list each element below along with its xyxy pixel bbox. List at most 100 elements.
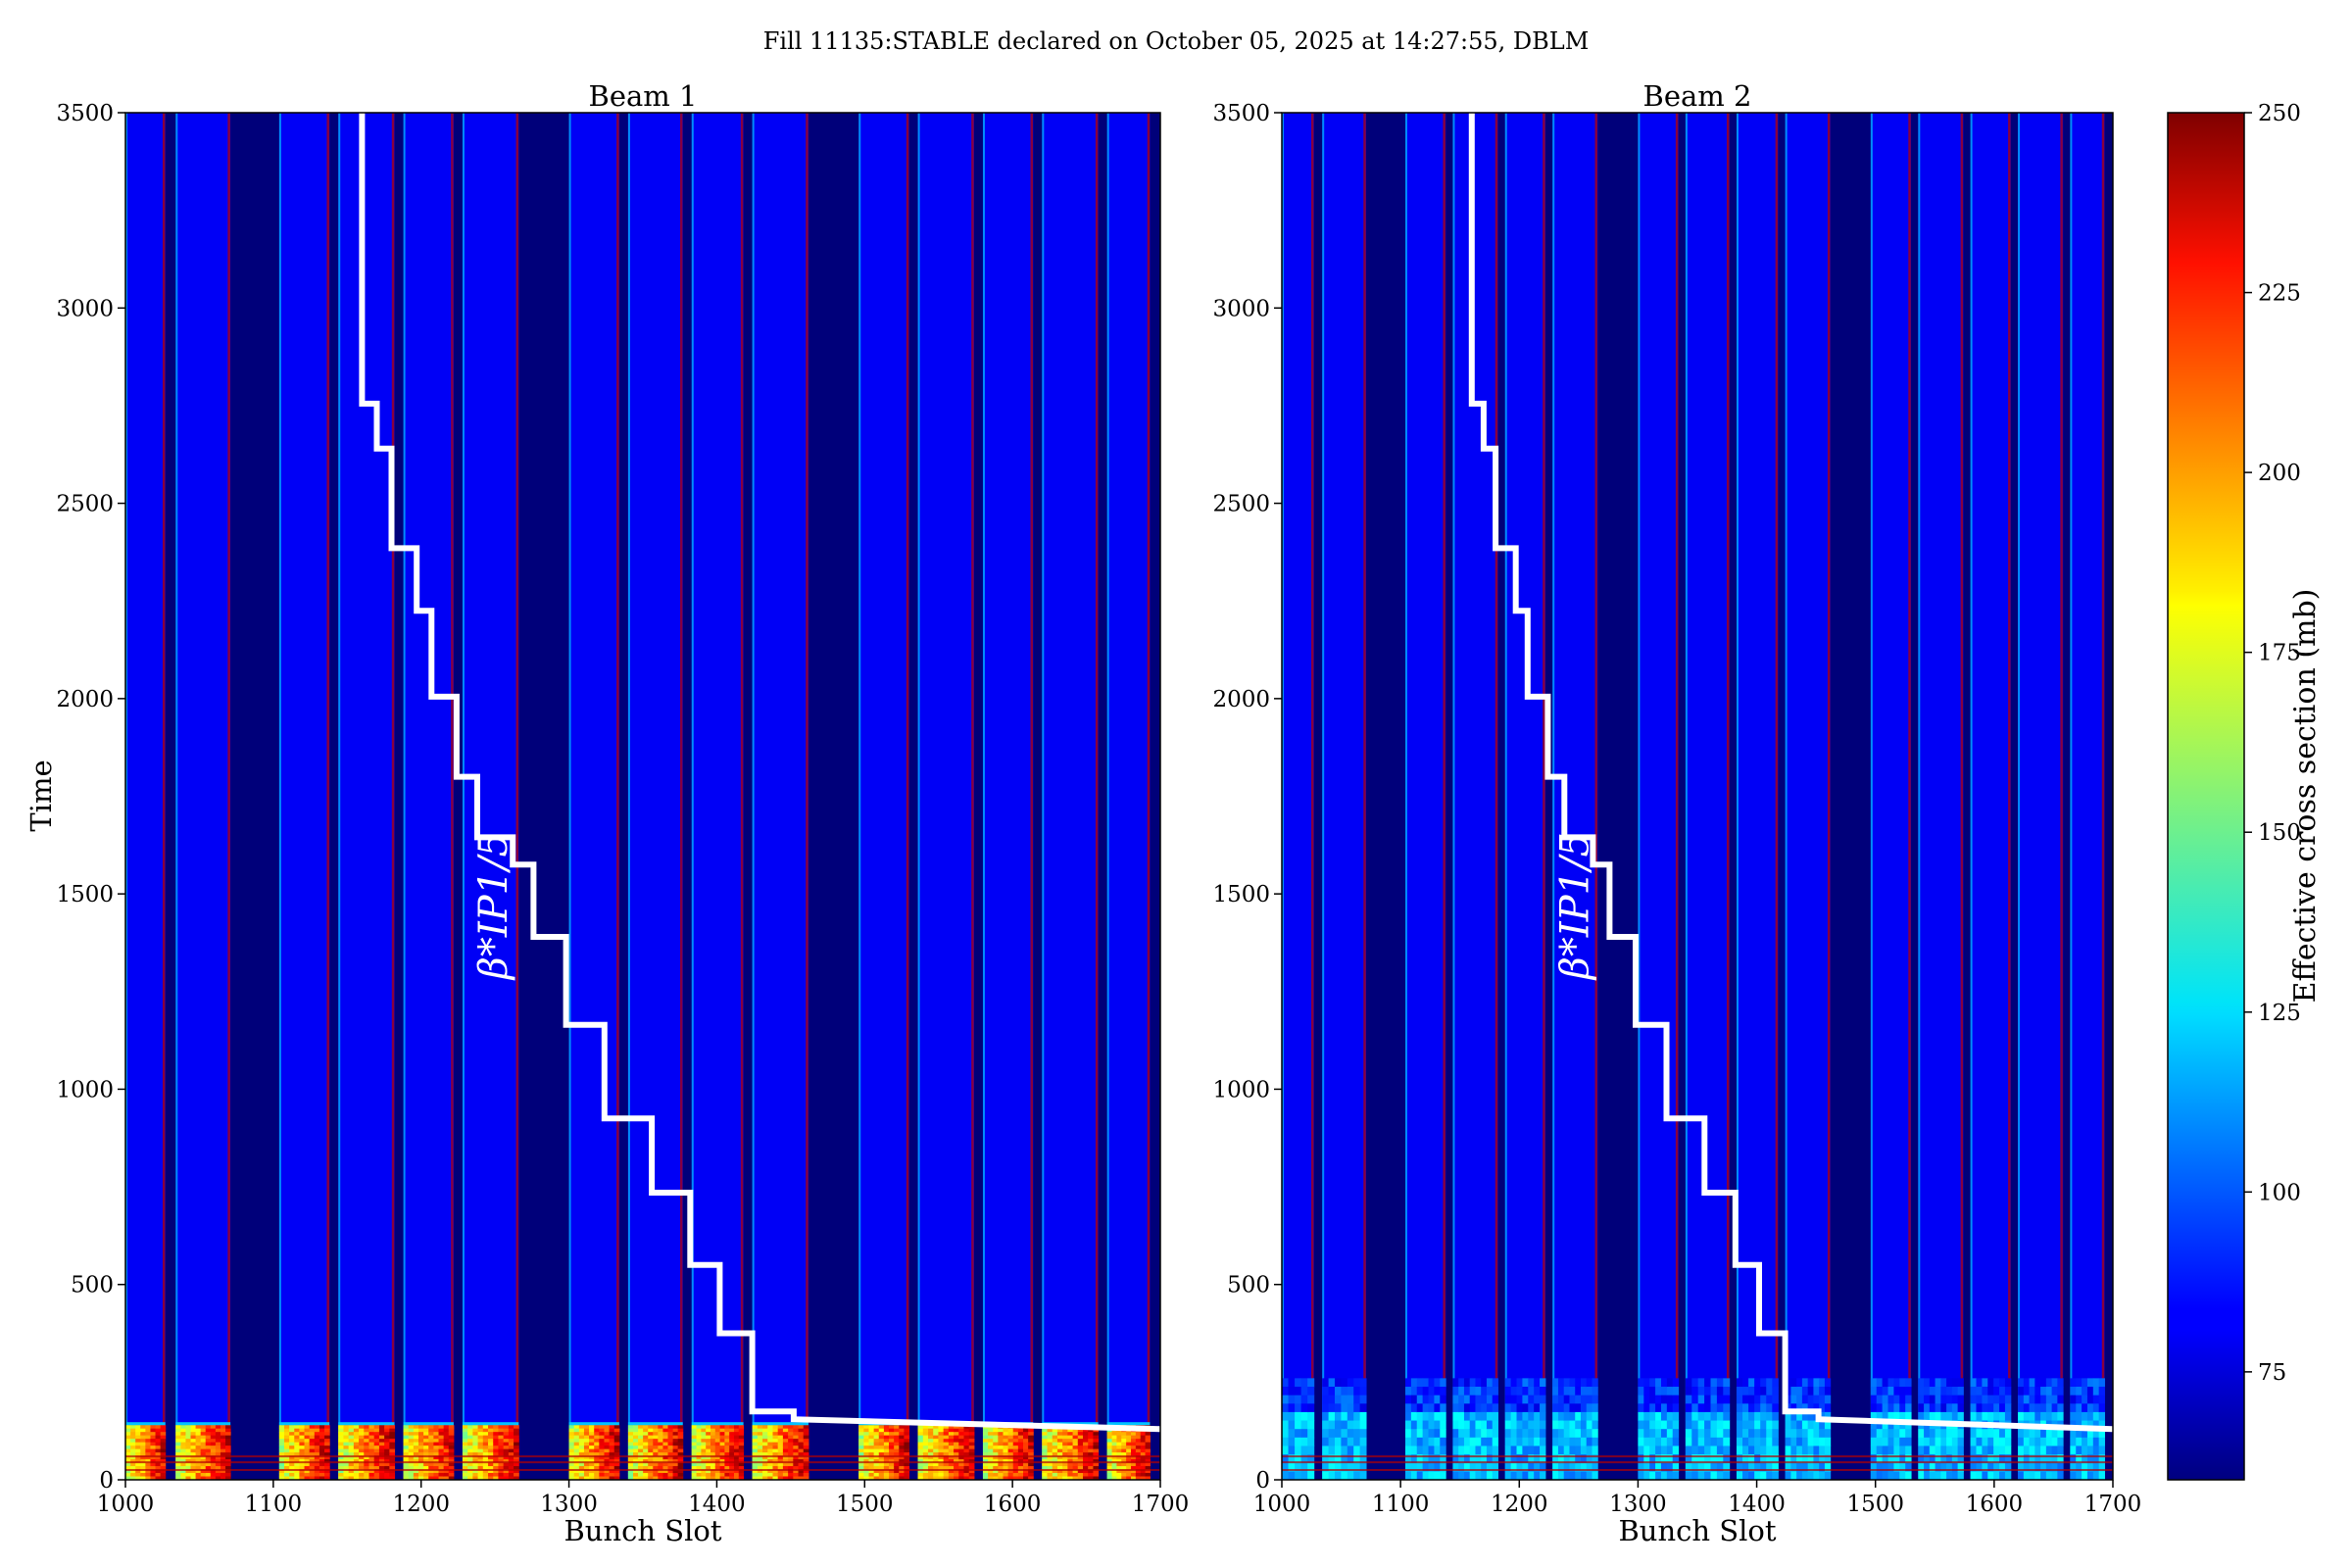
beam-2-early-cell (1918, 1471, 1925, 1480)
beam-1-early-cell (782, 1473, 789, 1478)
beam-2-early-cell (1341, 1437, 1348, 1446)
beam-2-early-cell (1893, 1462, 1900, 1472)
beam-1-early-cell (1012, 1452, 1019, 1457)
beam-1-early-cell (729, 1473, 735, 1478)
beam-2-bunch-train (1785, 113, 1831, 1480)
beam-2-early-cell (1754, 1395, 1761, 1404)
beam-1-early-cell (1116, 1448, 1122, 1453)
beam-1-early-cell (200, 1442, 207, 1446)
beam-1-early-cell (733, 1476, 740, 1480)
beam-2-early-cell (1876, 1454, 1884, 1464)
beam-1-early-cell (1007, 1473, 1014, 1478)
beam-1-early-cell (968, 1462, 975, 1467)
beam-2-early-cell (1300, 1378, 1308, 1388)
beam-1-early-cell (493, 1442, 499, 1446)
beam-1-early-cell (757, 1476, 763, 1480)
beam-2-early-cell (2023, 1437, 2031, 1446)
beam-2-early-cell (1440, 1403, 1446, 1413)
beam-1-early-cell (482, 1432, 489, 1437)
beam-1-early-cell (175, 1435, 181, 1440)
beam-2-early-cell (1540, 1378, 1546, 1388)
beam-1-bunch-train (278, 113, 330, 1480)
beam-1-early-cell (278, 1435, 285, 1440)
beam-1-early-cell (878, 1435, 885, 1440)
beam-1-early-cell (1012, 1446, 1019, 1450)
beam-1-early-cell (294, 1439, 300, 1444)
beam-2-early-cell (1870, 1387, 1878, 1396)
beam-1-early-cell (514, 1448, 519, 1453)
beam-1-early-cell (1052, 1428, 1058, 1433)
beam-2-early-cell (1575, 1454, 1582, 1464)
beam-2-early-cell (1463, 1411, 1471, 1422)
beam-1-early-cell (482, 1439, 489, 1444)
beam-1-early-cell (373, 1452, 380, 1457)
beam-2-early-cell (1580, 1454, 1588, 1464)
beam-1-early-cell (589, 1428, 595, 1433)
beam-1-early-cell (589, 1469, 595, 1474)
beam-2-early-cell (1481, 1395, 1488, 1404)
beam-1-early-cell (384, 1428, 390, 1433)
beam-2-early-cell (1940, 1454, 1947, 1464)
beam-1-early-cell (762, 1473, 768, 1478)
beam-2-early-cell (1288, 1462, 1296, 1472)
beam-2-early-cell (1716, 1437, 1724, 1446)
beam-1-early-cell (1062, 1476, 1068, 1480)
beam-1-early-cell (503, 1439, 510, 1444)
beam-1-early-cell (714, 1448, 721, 1453)
beam-1-early-cell (155, 1425, 162, 1430)
beam-1-early-cell (299, 1462, 306, 1467)
beam-2-early-cell (1813, 1454, 1820, 1464)
beam-2-early-cell (1819, 1403, 1826, 1413)
beam-2-early-cell (1666, 1462, 1674, 1472)
beam-2-early-cell (1341, 1378, 1348, 1388)
beam-1-early-cell (938, 1452, 945, 1457)
beam-1-early-cell (899, 1442, 905, 1446)
beam-1-early-cell (1106, 1466, 1113, 1471)
beam-1-early-cell (658, 1439, 663, 1444)
beam-2-early-cell (1655, 1437, 1662, 1446)
beam-1-early-cell (314, 1462, 320, 1467)
beam-1-early-cell (677, 1466, 684, 1471)
beam-2-early-cell (1322, 1454, 1330, 1464)
beam-1-early-cell (772, 1466, 779, 1471)
beam-1-early-cell (408, 1452, 415, 1457)
beam-1-early-cell (428, 1435, 434, 1440)
beam-1-early-cell (284, 1425, 290, 1430)
beam-1-early-cell (958, 1439, 964, 1444)
beam-1-early-cell (873, 1476, 880, 1480)
beam-1-early-cell (993, 1455, 999, 1460)
beam-1-early-cell (883, 1466, 890, 1471)
beam-2-early-cell (2045, 1403, 2053, 1413)
beam-1-early-cell (948, 1446, 955, 1450)
beam-2-early-cell (1807, 1437, 1814, 1446)
beam-1-early-cell (145, 1469, 151, 1474)
beam-1-early-cell (632, 1448, 639, 1453)
beam-2-early-cell (1918, 1395, 1925, 1404)
beam-1-early-cell (696, 1439, 702, 1444)
beam-1-early-cell (482, 1452, 489, 1457)
beam-1-early-cell (338, 1432, 344, 1437)
beam-1-early-cell (220, 1442, 226, 1446)
beam-2-early-cell (1672, 1454, 1680, 1464)
beam-1-early-cell (917, 1428, 924, 1433)
beam-1-early-cell (1052, 1435, 1058, 1440)
beam-1-early-cell (677, 1448, 684, 1453)
beam-1-early-cell (498, 1476, 505, 1480)
beam-2-early-cell (2040, 1411, 2047, 1422)
beam-2-early-cell (1951, 1462, 1959, 1472)
beam-1-early-cell (324, 1432, 330, 1437)
beam-2-early-cell (2057, 1403, 2064, 1413)
beam-1-early-cell (594, 1476, 600, 1480)
beam-1-early-cell (948, 1439, 955, 1444)
beam-1-early-cell (278, 1428, 285, 1433)
beam-2-early-cell (1638, 1429, 1644, 1439)
beam-1-early-cell (175, 1439, 181, 1444)
beam-1-x-tick-label: 1700 (1132, 1492, 1190, 1517)
beam-1-early-cell (448, 1466, 455, 1471)
beam-1-early-cell (662, 1428, 669, 1433)
beam-1-early-cell (220, 1476, 226, 1480)
beam-2-early-cell (1334, 1446, 1342, 1455)
beam-1-early-cell (772, 1462, 779, 1467)
beam-1-early-cell (389, 1462, 396, 1467)
beam-2-early-cell (1766, 1395, 1773, 1404)
